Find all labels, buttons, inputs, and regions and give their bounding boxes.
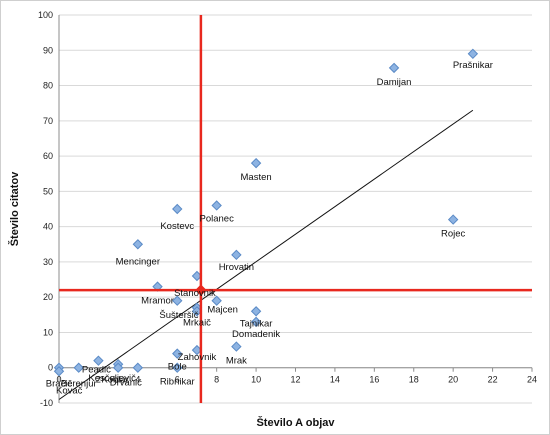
point-label: Damijan	[377, 77, 412, 88]
point-labels: Prašnikar Damijan Rojec Masten Polanec Kostev…	[46, 60, 493, 396]
point-label: Stanovnik	[174, 288, 216, 299]
point-label: Tajnikar	[240, 318, 273, 329]
data-point	[172, 362, 183, 373]
data-point	[132, 239, 144, 250]
data-point	[172, 295, 183, 306]
data-point	[231, 341, 242, 352]
point-label: Prašnikar	[453, 60, 493, 71]
y-tick-label: 80	[43, 81, 53, 91]
point-label: Hrovatin	[219, 262, 254, 273]
point-label: Kesčeljevič	[88, 373, 136, 384]
x-tick-label: 4	[135, 375, 140, 385]
y-axis-title: Število citatov	[8, 171, 21, 246]
x-tick-label: 12	[290, 375, 300, 385]
y-tick-label: 30	[43, 257, 53, 267]
data-point	[250, 157, 262, 169]
point-label: Zahovnik	[178, 352, 217, 363]
y-tick-label: 50	[43, 186, 53, 196]
y-tick-label: 10	[43, 327, 53, 337]
data-point	[172, 203, 183, 215]
y-tick-label: -10	[40, 398, 53, 408]
data-point	[112, 362, 124, 373]
point-label: Drvanič	[110, 378, 142, 389]
data-point	[211, 200, 222, 211]
gridlines	[59, 14, 532, 404]
trendline-group	[58, 109, 474, 400]
data-point	[172, 348, 183, 359]
y-tick-label: 20	[43, 292, 53, 302]
point-label: Bole	[168, 362, 187, 373]
point-label: Berenjur	[61, 379, 97, 390]
y-tick-label: 90	[43, 45, 53, 55]
data-point	[132, 362, 144, 373]
point-label: Kovač	[56, 385, 83, 396]
point-label: Domadenik	[232, 329, 280, 340]
point-label: Šušteršič	[159, 310, 198, 321]
data-point	[250, 316, 262, 328]
reference-lines	[59, 15, 532, 403]
data-point	[53, 366, 65, 377]
data-point	[388, 62, 400, 74]
point-label: Polanec	[199, 213, 234, 224]
point-label: Mramor	[141, 296, 174, 307]
y-tick-label: 70	[43, 116, 53, 126]
x-tick-label: 22	[488, 375, 498, 385]
point-label: Ribnikar	[160, 377, 195, 388]
reference-intersection-marker	[195, 284, 207, 296]
point-label: Mrak	[226, 356, 247, 367]
axes	[58, 15, 533, 403]
point-label: Masten	[241, 172, 272, 183]
trendline	[58, 109, 474, 400]
x-tick-label: 18	[409, 375, 419, 385]
x-tick-label: 2	[96, 375, 101, 385]
y-tick-label: 100	[38, 10, 53, 20]
y-tick-label: 40	[43, 222, 53, 232]
x-axis-title: Število A objav	[256, 416, 335, 429]
data-point	[93, 355, 104, 366]
data-points	[53, 48, 479, 377]
data-point	[211, 295, 222, 306]
data-point	[467, 48, 479, 60]
x-tick-label: 16	[369, 375, 379, 385]
x-tick-label: 8	[214, 375, 219, 385]
point-label: Mencinger	[116, 256, 160, 267]
data-point	[73, 362, 84, 373]
x-tick-label: 14	[330, 375, 340, 385]
x-tick-label: 24	[527, 375, 537, 385]
x-tick-label: 20	[448, 375, 458, 385]
x-tick-label: 6	[175, 375, 180, 385]
data-point	[250, 306, 262, 317]
x-tick-label: 0	[56, 375, 61, 385]
data-point	[447, 214, 459, 225]
point-label: Rojec	[441, 229, 466, 240]
point-label: Mrkaič	[183, 317, 211, 328]
x-tick-label: 10	[251, 375, 261, 385]
point-label: Kostevc	[160, 221, 194, 232]
point-label: Majcen	[207, 305, 238, 316]
point-label: Bračič	[46, 379, 73, 390]
y-tick-label: 60	[43, 151, 53, 161]
point-label: Koblar	[101, 375, 128, 386]
y-tick-label: 0	[48, 363, 53, 373]
data-point	[231, 249, 242, 261]
point-label: Peadić	[82, 365, 111, 376]
